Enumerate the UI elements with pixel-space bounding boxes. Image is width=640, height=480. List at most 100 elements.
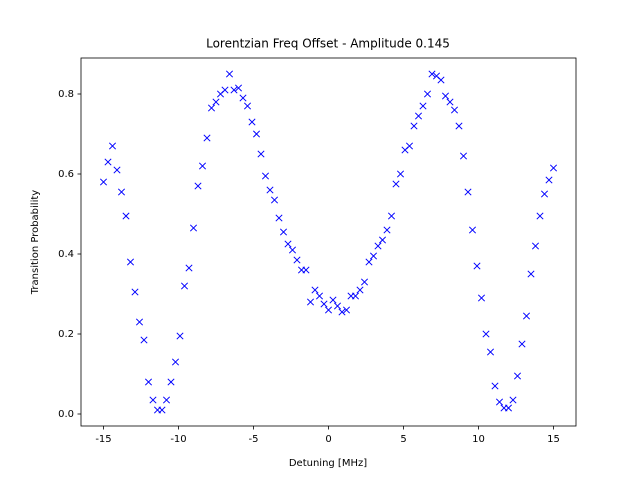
chart-title: Lorentzian Freq Offset - Amplitude 0.145 xyxy=(206,37,450,51)
data-point xyxy=(369,252,378,260)
data-point xyxy=(396,170,405,178)
data-point xyxy=(194,182,202,190)
data-point xyxy=(441,92,450,100)
data-point xyxy=(414,112,423,120)
data-point xyxy=(513,372,522,380)
data-point xyxy=(549,164,558,172)
data-point xyxy=(140,336,148,344)
data-point xyxy=(135,318,144,326)
x-axis-label: Detuning [MHz] xyxy=(289,458,367,469)
data-point xyxy=(189,224,198,232)
data-point xyxy=(167,378,175,386)
data-point xyxy=(225,70,234,78)
data-point xyxy=(144,378,153,386)
data-point xyxy=(203,134,211,142)
y-tick-label: 0.8 xyxy=(58,89,74,100)
data-point xyxy=(207,104,216,112)
data-point xyxy=(531,242,540,250)
data-point xyxy=(185,264,193,272)
data-point xyxy=(234,84,243,92)
data-point xyxy=(252,130,261,138)
data-point xyxy=(320,300,328,308)
data-point xyxy=(122,212,130,220)
data-point xyxy=(257,150,265,158)
x-tick-label: -5 xyxy=(249,434,259,445)
y-tick-label: 0.0 xyxy=(58,409,74,420)
data-point xyxy=(410,122,418,130)
y-tick-label: 0.6 xyxy=(58,169,74,180)
data-point xyxy=(455,122,463,130)
data-point xyxy=(486,348,495,356)
data-point xyxy=(149,396,157,404)
data-point xyxy=(117,188,126,196)
data-point xyxy=(527,270,535,278)
data-point xyxy=(315,292,324,300)
data-point xyxy=(248,118,256,126)
y-tick-label: 0.2 xyxy=(58,329,74,340)
data-point xyxy=(212,98,220,106)
data-point xyxy=(495,398,504,406)
data-point xyxy=(545,176,553,184)
data-point xyxy=(261,172,270,180)
data-point xyxy=(239,94,247,102)
data-point xyxy=(405,142,414,150)
data-point xyxy=(176,332,184,340)
data-point xyxy=(126,258,135,266)
data-point xyxy=(360,278,369,286)
x-tick-label: 15 xyxy=(547,434,560,445)
data-point xyxy=(275,214,283,222)
data-point xyxy=(540,190,549,198)
data-point xyxy=(171,358,180,366)
data-point xyxy=(270,196,279,204)
data-point xyxy=(473,262,481,270)
data-point xyxy=(536,212,544,220)
x-tick-label: -10 xyxy=(170,434,186,445)
data-point xyxy=(491,382,499,390)
data-point xyxy=(437,76,445,84)
data-point xyxy=(378,236,387,244)
data-point xyxy=(482,330,490,338)
data-point xyxy=(108,142,117,150)
data-point xyxy=(158,406,166,414)
y-axis-label: Transition Probability xyxy=(30,190,41,295)
data-point xyxy=(419,102,427,110)
data-point xyxy=(162,396,171,404)
data-point xyxy=(509,396,517,404)
data-point xyxy=(428,70,436,78)
plot-frame xyxy=(80,57,577,427)
data-point xyxy=(131,288,139,296)
x-tick-label: -15 xyxy=(95,434,111,445)
data-point xyxy=(288,246,297,254)
data-point xyxy=(446,98,454,106)
data-point xyxy=(392,180,400,188)
data-point xyxy=(104,158,112,166)
data-point xyxy=(99,178,108,186)
data-point xyxy=(306,298,315,306)
data-point xyxy=(180,282,189,290)
data-point xyxy=(504,404,513,412)
data-point xyxy=(387,212,396,220)
x-tick-label: 5 xyxy=(400,434,406,445)
x-tick-label: 10 xyxy=(472,434,485,445)
data-point xyxy=(459,152,468,160)
data-point xyxy=(333,302,342,310)
data-point xyxy=(468,226,477,234)
data-point xyxy=(324,306,333,314)
data-point xyxy=(374,242,382,250)
data-point xyxy=(243,102,252,110)
data-point xyxy=(518,340,526,348)
data-point xyxy=(522,312,531,320)
data-point xyxy=(302,266,310,274)
data-point xyxy=(423,90,432,98)
data-point xyxy=(279,228,288,236)
data-point xyxy=(365,258,373,266)
x-tick-label: 0 xyxy=(325,434,331,445)
data-point xyxy=(113,166,121,174)
y-tick-label: 0.4 xyxy=(58,249,74,260)
data-point xyxy=(311,286,319,294)
data-point xyxy=(464,188,472,196)
data-point xyxy=(266,186,274,194)
